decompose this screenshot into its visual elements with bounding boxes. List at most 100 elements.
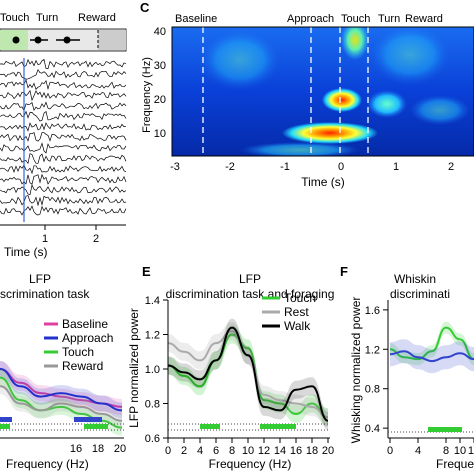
timeline-marker-touch	[12, 36, 20, 44]
d-legend-baseline: Baseline	[62, 317, 108, 331]
lfp-trace	[0, 184, 127, 196]
lfp-trace	[0, 122, 127, 132]
c-ylabel: Frequency (Hz)	[141, 57, 153, 133]
e-xtick-label: 18	[306, 445, 318, 457]
e-line-touch	[167, 333, 329, 419]
e-xtick-label: 8	[229, 445, 235, 457]
panel-d: LFP discrimination task 16 18 20 Frequen…	[0, 272, 126, 471]
e-legend: Touch Rest Walk	[262, 291, 316, 333]
d-xtick-20: 20	[114, 443, 126, 455]
lfp-trace	[0, 79, 127, 91]
spectrogram-frame	[171, 26, 474, 157]
lfp-trace	[0, 153, 127, 165]
d-title-1: LFP	[29, 272, 51, 286]
f-sig-bar	[428, 427, 462, 432]
label-touch: Touch	[341, 13, 370, 25]
d-xtick-16: 16	[70, 443, 82, 455]
f-xtick-label: 4	[415, 445, 421, 457]
e-xlabel: Frequency (Hz)	[209, 457, 292, 471]
panel-c: C Baseline Approach Touch Turn Reward 40…	[140, 0, 474, 189]
f-xtick-label: 12	[468, 445, 474, 457]
f-xtick-label: 8	[443, 445, 449, 457]
c-ytick-30: 30	[154, 60, 166, 72]
e-yticks: 1.4 1.2 1.0 0.8 0.6	[145, 295, 168, 445]
event-label-turn: Turn	[36, 12, 58, 24]
c-xlabel: Time (s)	[301, 175, 345, 189]
d-sig-bar-green-left	[0, 424, 10, 429]
c-xtick-0: 0	[338, 161, 344, 173]
f-line-0	[389, 326, 474, 361]
d-band-approach	[0, 361, 122, 419]
f-yticks: 1.6 1.2 0.8 0.4	[365, 305, 388, 435]
e-sig-bar-2	[260, 424, 296, 429]
f-line-1	[389, 350, 474, 363]
d-title-2: discrimination task	[0, 287, 90, 301]
e-ytick-label: 1.4	[145, 295, 160, 307]
e-xtick-label: 4	[197, 445, 203, 457]
c-ytick-20: 20	[154, 94, 166, 106]
d-sig-bar-green-right	[84, 424, 108, 429]
event-label-reward: Reward	[78, 12, 116, 24]
lfp-trace	[0, 132, 127, 142]
e-xtick-label: 16	[290, 445, 302, 457]
e-letter: E	[142, 264, 151, 279]
lfp-trace	[0, 89, 127, 102]
timeline-marker-turn	[34, 36, 42, 44]
e-xticks: 0 2 4 6 8 10 12 14 16 18 20	[165, 438, 334, 457]
lfp-trace	[0, 205, 127, 216]
e-xtick-label: 2	[181, 445, 187, 457]
e-xtick-label: 20	[322, 445, 334, 457]
label-reward: Reward	[405, 13, 443, 25]
d-line-reward	[0, 385, 123, 422]
timeline-marker-reward	[63, 36, 71, 44]
e-plot-area	[167, 318, 329, 430]
c-ytick-10: 10	[154, 128, 166, 140]
panel-c-letter: C	[140, 0, 150, 15]
lfp-trace	[0, 58, 127, 70]
e-xtick-label: 14	[274, 445, 286, 457]
e-ytick-label: 0.6	[145, 433, 160, 445]
lfp-trace	[0, 110, 127, 122]
d-legend-reward: Reward	[62, 359, 103, 373]
e-title-1: LFP	[239, 272, 261, 286]
panel-e: E LFP discrimination task and foraging 1…	[127, 264, 334, 471]
c-xtick--3: -3	[170, 161, 180, 173]
d-sig-bar-blue-right	[74, 417, 102, 422]
trace-xlabel: Time (s)	[4, 245, 48, 259]
lfp-trace	[0, 173, 127, 185]
c-xtick-2: 2	[448, 161, 454, 173]
lfp-trace	[0, 101, 127, 112]
lfp-trace	[0, 68, 127, 80]
d-legend-approach: Approach	[62, 331, 113, 345]
e-ytick-label: 0.8	[145, 399, 160, 411]
e-legend-touch: Touch	[284, 291, 316, 305]
d-sig-bar-blue-left	[0, 417, 12, 422]
f-ytick-label: 1.2	[365, 344, 380, 356]
d-xtick-18: 18	[92, 443, 104, 455]
label-turn: Turn	[378, 13, 400, 25]
lfp-trace	[0, 195, 127, 207]
lfp-trace	[0, 164, 127, 175]
e-title-2: discrimination task and foraging	[166, 287, 335, 301]
trace-xtick-label-2: 2	[93, 233, 99, 245]
e-xtick-label: 6	[213, 445, 219, 457]
c-ytick-40: 40	[154, 26, 166, 38]
e-legend-walk: Walk	[284, 319, 311, 333]
event-label-touch: Touch	[0, 12, 29, 24]
f-ytick-label: 0.8	[365, 384, 380, 396]
e-line-walk	[167, 326, 329, 422]
e-xtick-label: 12	[258, 445, 270, 457]
f-ytick-label: 1.6	[365, 305, 380, 317]
timeline-reward-zone	[98, 30, 126, 50]
e-ytick-label: 1.0	[145, 364, 160, 376]
f-band-1	[390, 339, 474, 374]
e-ytick-label: 1.2	[145, 330, 160, 342]
f-ytick-label: 0.4	[365, 423, 380, 435]
lfp-traces	[0, 58, 127, 216]
lfp-trace	[0, 142, 127, 154]
f-title-1: Whiskin	[394, 272, 436, 286]
trace-xtick-label-1: 1	[42, 233, 48, 245]
